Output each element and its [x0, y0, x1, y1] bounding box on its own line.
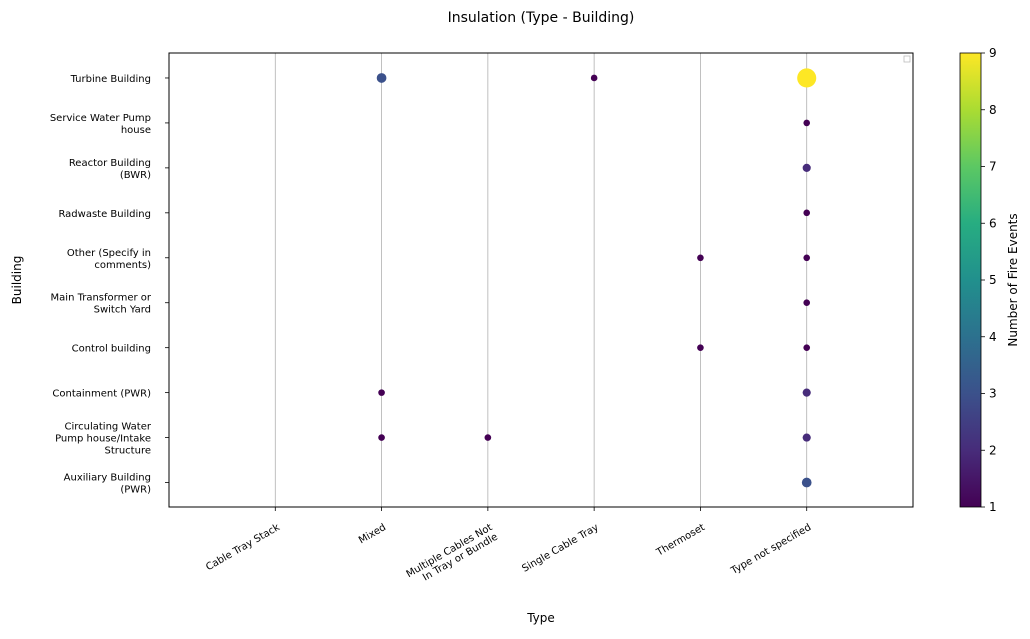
x-tick-label: Mixed — [357, 522, 388, 546]
y-tick-label: Main Transformer or Switch Yard — [51, 293, 152, 316]
scatter-point — [378, 434, 385, 441]
x-axis-ticks: Cable Tray Stack Mixed Multiple Cables Not… — [204, 507, 813, 590]
scatter-point — [803, 254, 811, 262]
y-tick-label: Turbine Building — [70, 74, 151, 85]
x-tick-label: Multiple Cables NotIn Tray or Bundle — [405, 522, 500, 590]
plot-area — [168, 52, 914, 508]
x-tick-label: Type not specified — [728, 522, 813, 577]
x-tick-label: Thermoset — [654, 522, 707, 559]
scatter-point — [803, 344, 811, 351]
colorbar-tick-label: 1 — [989, 500, 997, 514]
x-tick-label: Cable Tray Stack — [204, 522, 282, 573]
scatter-point — [802, 433, 811, 442]
scatter-point — [590, 74, 598, 82]
colorbar-tick-label: 6 — [989, 216, 997, 230]
scatter-point — [697, 344, 704, 351]
colorbar-tick-label: 2 — [989, 443, 997, 457]
scatter-point — [801, 477, 812, 488]
grid-lines — [274, 53, 808, 507]
colorbar-tick-label: 7 — [989, 160, 997, 174]
scatter-point — [376, 73, 387, 83]
x-axis-label: Type — [526, 611, 555, 625]
y-tick-label: Circulating Water Pump house/Intake Struct… — [55, 422, 152, 457]
colorbar-tick-label: 9 — [989, 46, 997, 60]
x-tick-label: Single Cable Tray — [520, 522, 600, 575]
empty-legend-box — [903, 55, 911, 63]
y-axis-label: Building — [10, 256, 24, 305]
colorbar-tick-label: 5 — [989, 273, 997, 287]
colorbar-label: Number of Fire Events — [1006, 213, 1020, 346]
data-points — [376, 68, 817, 488]
y-tick-label: Service Water Pump house — [50, 113, 151, 136]
colorbar-tick-label: 3 — [989, 387, 997, 401]
scatter-point — [803, 119, 811, 127]
scatter-point — [803, 209, 811, 217]
y-tick-label: Auxiliary Building (PWR) — [64, 473, 151, 496]
y-tick-label: Reactor Building (BWR) — [69, 158, 151, 181]
scatter-point — [378, 389, 385, 396]
chart-title: Insulation (Type - Building) — [448, 10, 635, 26]
scatter-point — [802, 388, 811, 397]
y-tick-label: Containment (PWR) — [52, 389, 151, 400]
scatter-point — [697, 254, 704, 262]
y-tick-label: Other (Specify in comments) — [67, 248, 151, 271]
y-axis-ticks: Auxiliary Building (PWR) Circulating Water… — [50, 74, 169, 496]
y-tick-label: Control building — [72, 344, 151, 355]
colorbar-ticks: 1 2 3 4 5 6 7 8 9 — [981, 46, 997, 514]
colorbar — [959, 52, 982, 508]
scatter-point — [803, 299, 811, 307]
y-tick-label: Radwaste Building — [58, 209, 151, 220]
scatter-point — [802, 163, 811, 172]
scatter-point — [797, 68, 817, 88]
colorbar-tick-label: 8 — [989, 103, 997, 117]
scatter-point — [484, 434, 492, 441]
colorbar-tick-label: 4 — [989, 330, 997, 344]
